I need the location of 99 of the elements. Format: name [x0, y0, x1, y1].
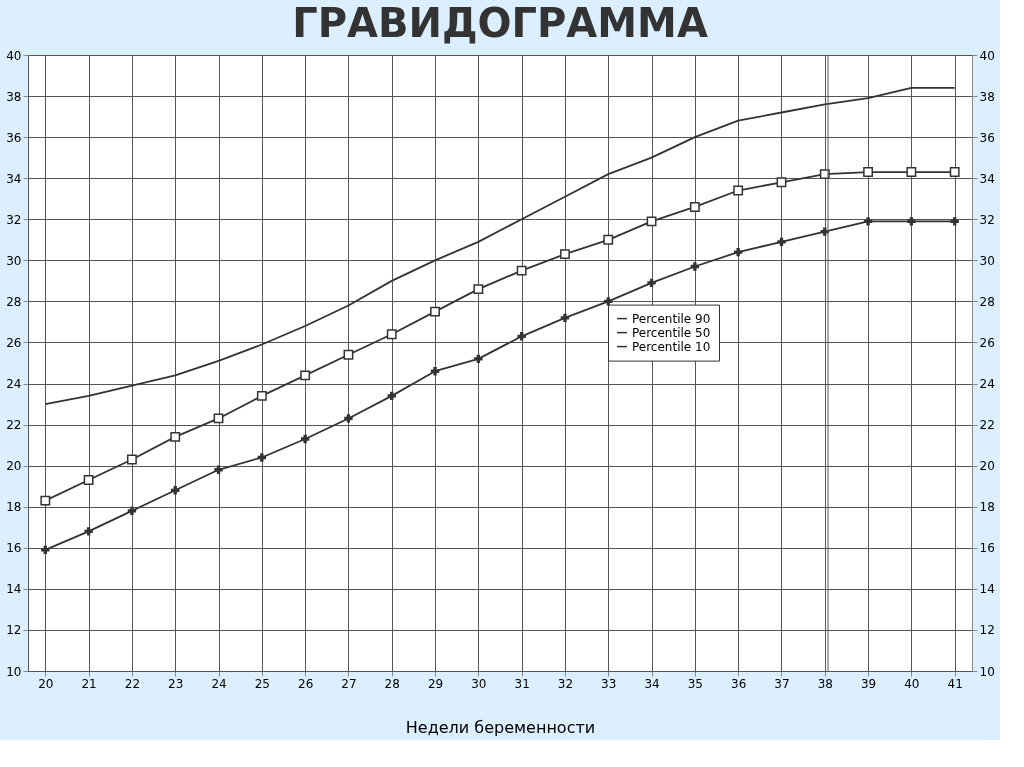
point [84, 527, 93, 536]
point [300, 370, 311, 381]
y2-tick-label: 40 [979, 48, 995, 63]
point [777, 237, 786, 247]
y2-tick-label: 26 [979, 335, 995, 350]
point [560, 313, 570, 323]
y-tick-label: 18 [6, 500, 22, 515]
point [41, 545, 50, 555]
line-series [44, 86, 956, 405]
point [256, 390, 267, 401]
x-tick-label: 23 [168, 676, 184, 691]
x-tick-label: 39 [860, 676, 877, 691]
y-tick-label: 40 [6, 48, 22, 63]
x-tick-label: 34 [644, 676, 660, 691]
y2-tick-label: 14 [979, 582, 995, 597]
point [516, 265, 527, 276]
point [949, 167, 960, 177]
legend-label: Percentile 50 [632, 325, 711, 340]
y2-tick-label: 22 [979, 418, 995, 433]
point [647, 278, 656, 288]
point [646, 216, 657, 227]
point [214, 465, 223, 474]
point [950, 217, 959, 226]
y-tick-label: 24 [6, 377, 22, 392]
point [40, 495, 51, 506]
y-tick-label: 38 [6, 89, 22, 104]
point [430, 306, 440, 317]
point [603, 234, 614, 245]
point [127, 506, 137, 516]
x-tick-label: 36 [731, 676, 747, 691]
x-tick-label: 30 [471, 676, 487, 691]
y-tick-label: 16 [6, 541, 22, 556]
legend-label: Percentile 90 [632, 311, 711, 326]
y2-tick-label: 18 [979, 500, 995, 515]
point [344, 414, 353, 423]
legend-label: Percentile 10 [632, 339, 711, 354]
y-tick-label: 14 [6, 582, 22, 597]
point [733, 185, 744, 196]
point [689, 202, 700, 212]
x-tick-label: 22 [124, 676, 141, 691]
point [170, 431, 181, 442]
y-tick-label: 32 [6, 212, 22, 227]
y2-tick-label: 38 [979, 89, 995, 104]
point [863, 167, 874, 177]
x-tick-label: 33 [601, 676, 617, 691]
x-tick-label: 25 [254, 676, 270, 691]
y2-tick-label: 30 [979, 253, 995, 268]
chart-title: ГРАВИДОГРАММА [292, 0, 708, 46]
point [387, 391, 396, 401]
point [474, 354, 483, 364]
x-tick-label: 32 [557, 676, 574, 691]
y2-tick-label: 20 [979, 459, 995, 474]
point [863, 217, 873, 226]
y2-tick-label: 36 [979, 130, 995, 145]
point [473, 284, 484, 295]
x-axis-title: Недели беременности [405, 717, 596, 737]
y2-tick-label: 10 [979, 664, 995, 679]
y2-tick-label: 12 [979, 623, 995, 638]
x-tick-label: 29 [427, 676, 444, 691]
y2-tick-label: 16 [979, 541, 995, 556]
y-tick-label: 10 [6, 664, 22, 679]
y2-tick-label: 34 [979, 171, 995, 186]
y-tick-label: 26 [6, 335, 22, 350]
y-tick-label: 36 [6, 130, 22, 145]
x-tick-label: 41 [947, 676, 963, 691]
point [907, 217, 916, 226]
point [776, 177, 787, 188]
y2-tick-label: 32 [979, 212, 995, 227]
y-tick-label: 34 [6, 171, 22, 186]
point [690, 262, 700, 271]
x-tick-label: 40 [904, 676, 920, 691]
x-tick-label: 27 [341, 676, 357, 691]
point [300, 434, 310, 444]
y2-tick-label: 24 [979, 377, 995, 392]
point [386, 329, 397, 340]
point [430, 367, 440, 376]
point [733, 247, 743, 257]
y-tick-label: 12 [6, 623, 22, 638]
x-tick-label: 38 [817, 676, 833, 691]
point [906, 167, 917, 177]
point [126, 454, 137, 465]
point [343, 349, 354, 360]
y-tick-label: 20 [6, 459, 22, 474]
x-tick-label: 37 [774, 676, 790, 691]
point [257, 453, 267, 462]
x-tick-label: 28 [384, 676, 400, 691]
point [83, 475, 94, 485]
x-tick-label: 21 [81, 676, 97, 691]
x-tick-label: 26 [298, 676, 314, 691]
y-tick-label: 30 [6, 253, 22, 268]
point [517, 332, 526, 341]
x-tick-label: 35 [687, 676, 703, 691]
y-tick-label: 22 [6, 418, 22, 433]
y-tick-label: 28 [6, 294, 22, 309]
x-tick-label: 31 [514, 676, 530, 691]
x-tick-label: 20 [38, 676, 54, 691]
point [560, 249, 570, 260]
x-tick-label: 24 [211, 676, 227, 691]
y2-tick-label: 28 [979, 294, 995, 309]
